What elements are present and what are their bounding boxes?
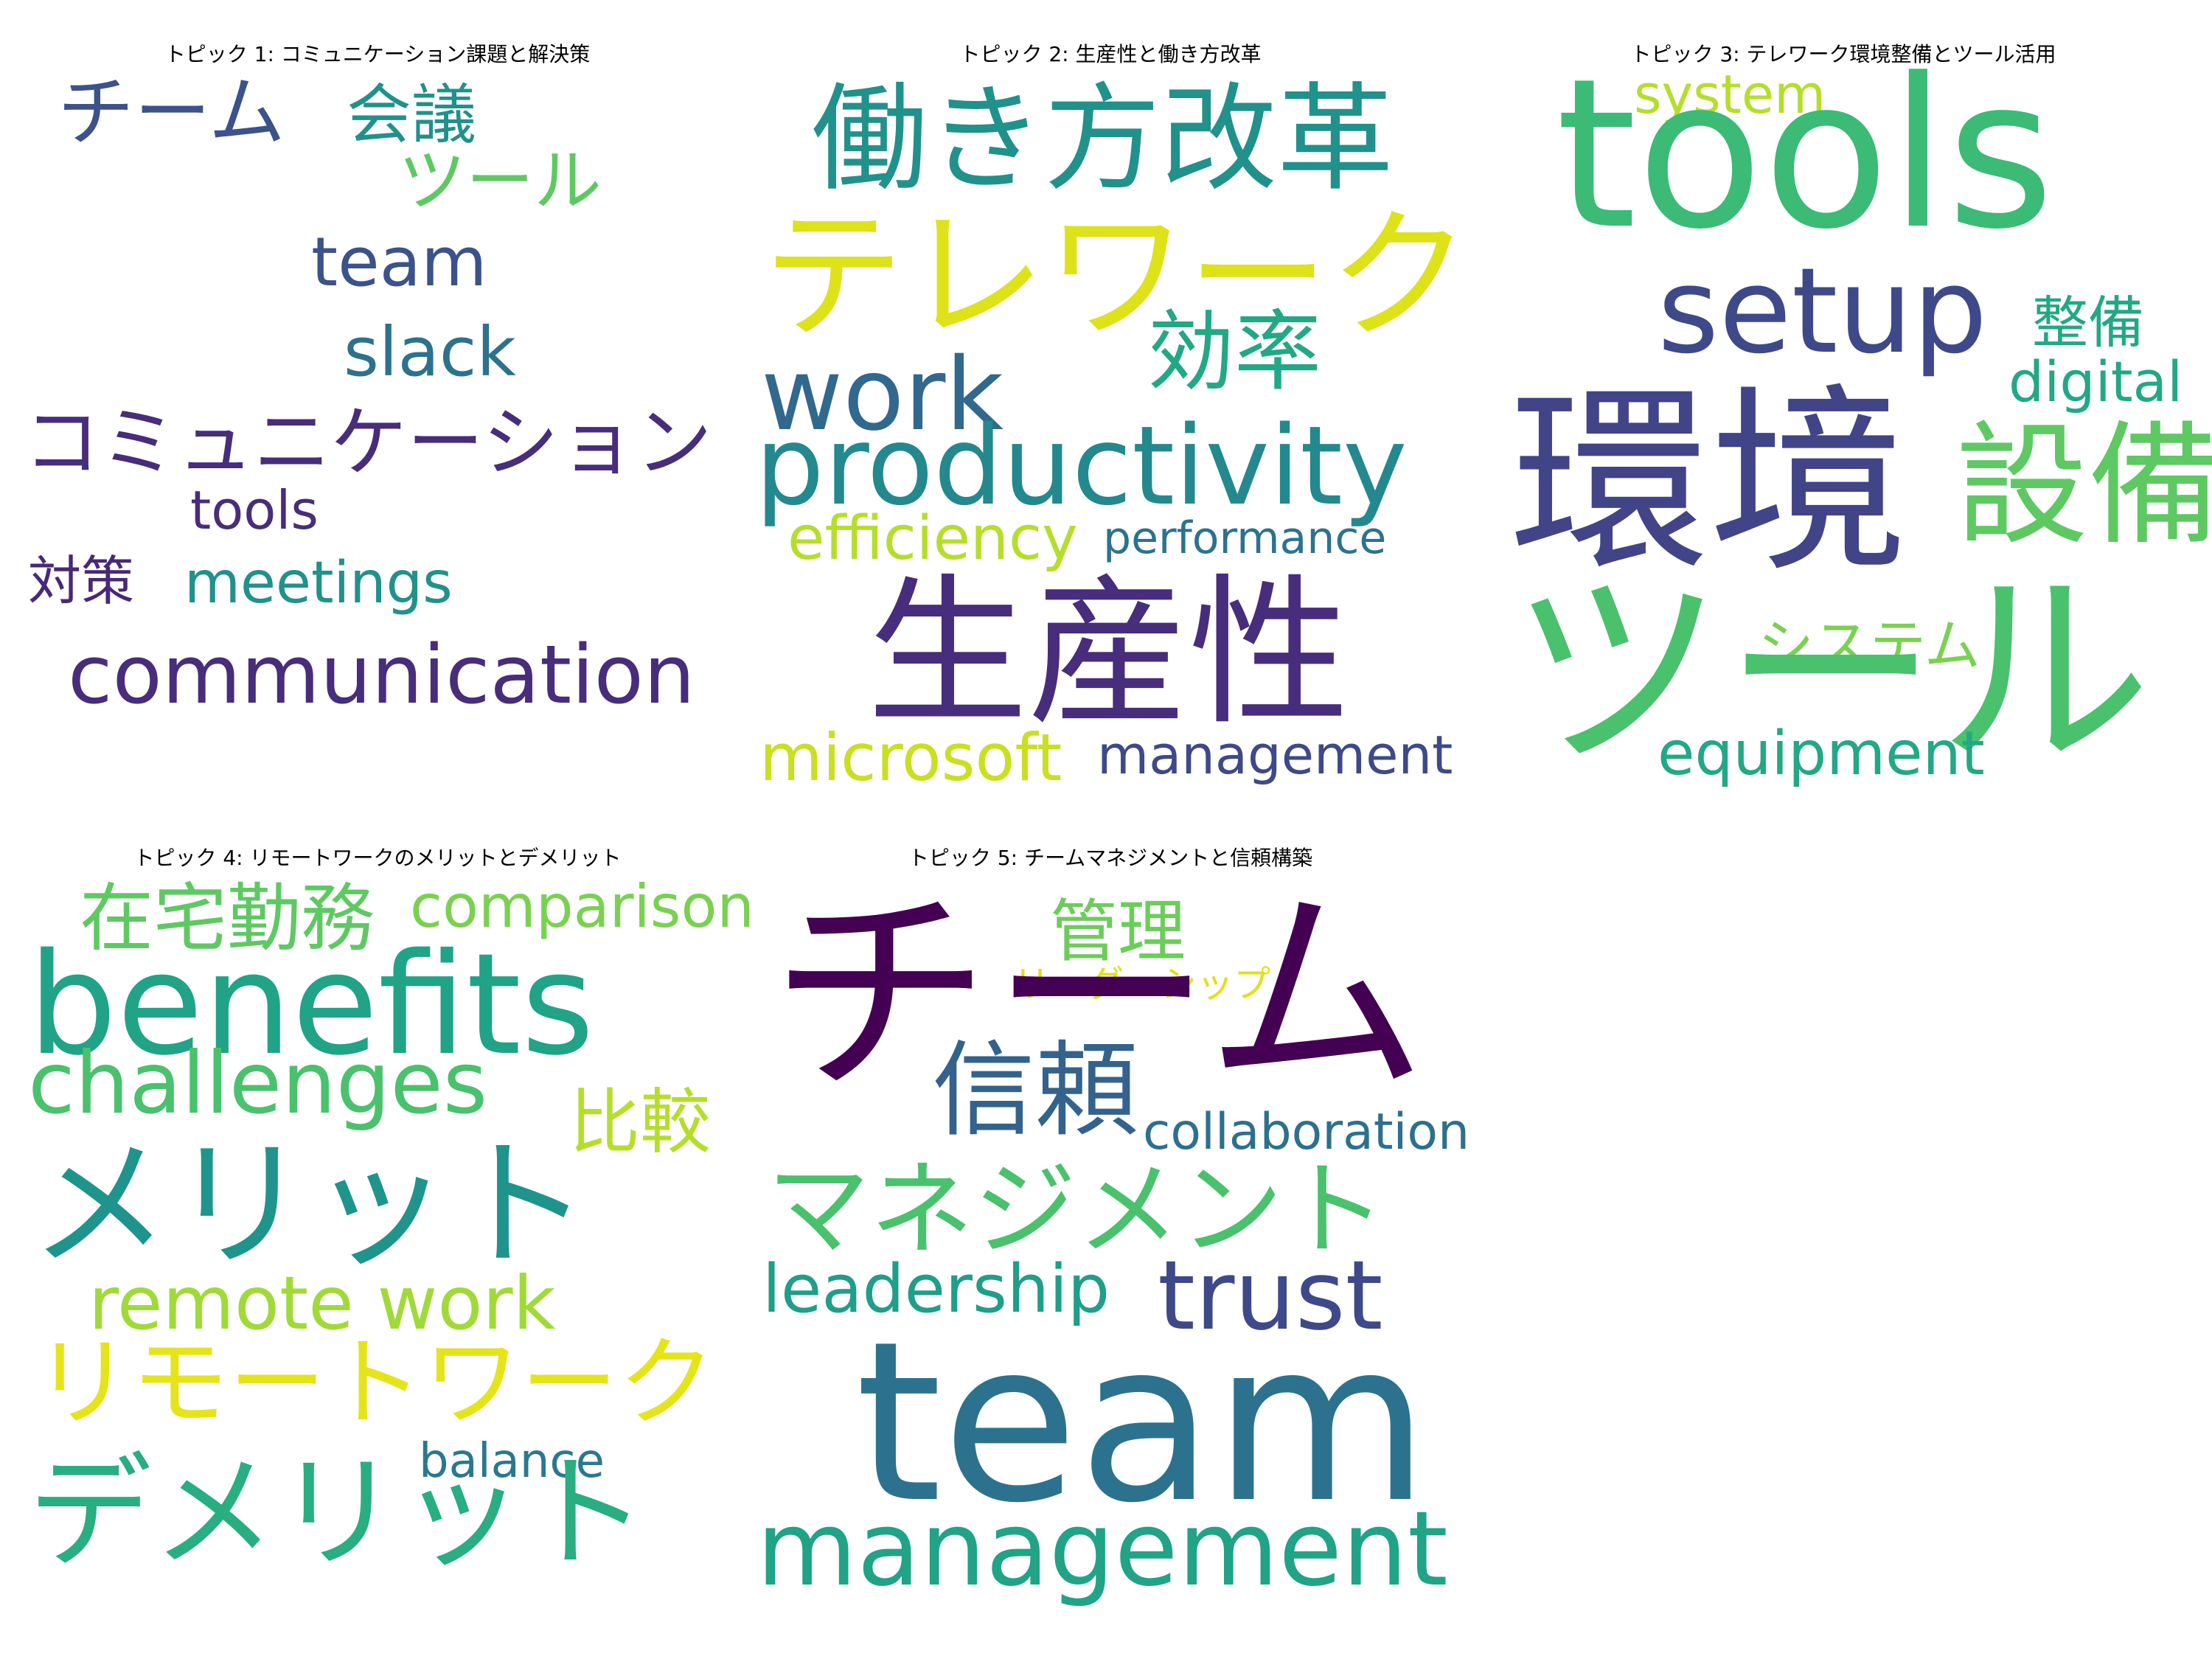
word: ツール [398, 142, 602, 220]
panel-title: トピック 2: 生産性と働き方改革 [959, 42, 1262, 66]
word: management [757, 1489, 1448, 1610]
word: tools [190, 479, 319, 541]
word: 対策 [28, 550, 135, 612]
word: slack [344, 313, 516, 392]
word: 効率 [1147, 301, 1322, 403]
word: メリット [29, 1124, 591, 1287]
word: efficiency [787, 504, 1078, 574]
word: benefits [28, 923, 594, 1086]
word: リモートワーク [34, 1326, 715, 1440]
word: setup [1658, 242, 1988, 380]
word: team [311, 223, 487, 302]
word: システム [1758, 613, 1980, 678]
panel-title: トピック 1: コミュニケーション課題と解決策 [164, 42, 591, 66]
word: チーム [770, 866, 1427, 1124]
word: tools [1556, 35, 2055, 275]
word: 会議 [347, 77, 477, 153]
word: 生産性 [867, 560, 1349, 747]
word: performance [1103, 512, 1387, 564]
panel-title: トピック 3: テレワーク環境整備とツール活用 [1630, 42, 2056, 66]
word: meetings [184, 550, 453, 616]
word: マネジメント [767, 1150, 1387, 1270]
word: productivity [755, 403, 1408, 529]
word: 比較 [569, 1081, 711, 1164]
word: work [761, 337, 1004, 453]
word: 整備 [2032, 290, 2144, 355]
word: ツール [1510, 549, 2152, 797]
word: equipment [1658, 719, 1985, 789]
word: team [855, 1294, 1430, 1551]
word: チーム [58, 67, 285, 157]
word: 管理 [1050, 892, 1186, 971]
word: trust [1158, 1239, 1383, 1352]
word: balance [419, 1434, 605, 1489]
word: collaboration [1143, 1103, 1470, 1161]
word: デメリット [28, 1441, 647, 1585]
word: remote work [88, 1260, 556, 1346]
word: communication [68, 627, 695, 722]
word: 働き方改革 [811, 72, 1394, 207]
word: challenges [28, 1034, 488, 1133]
word: テレワーク [762, 195, 1470, 359]
word: コミュニケーション [24, 397, 712, 487]
panel-title: トピック 4: リモートワークのメリットとデメリット [133, 846, 622, 870]
word: 信頼 [932, 1031, 1139, 1151]
word: comparison [410, 872, 755, 941]
word: 在宅勤務 [80, 875, 375, 961]
word: digital [2008, 349, 2183, 414]
word: system [1634, 63, 1826, 125]
panel-title: トピック 5: チームマネジメントと信頼構築 [908, 846, 1313, 870]
word: management [1097, 724, 1453, 786]
word: 設備 [1955, 409, 2212, 563]
word: リーダーシップ [1013, 963, 1270, 1006]
word: 環境 [1510, 366, 1908, 599]
word: leadership [762, 1251, 1110, 1328]
word: microsoft [759, 720, 1062, 796]
